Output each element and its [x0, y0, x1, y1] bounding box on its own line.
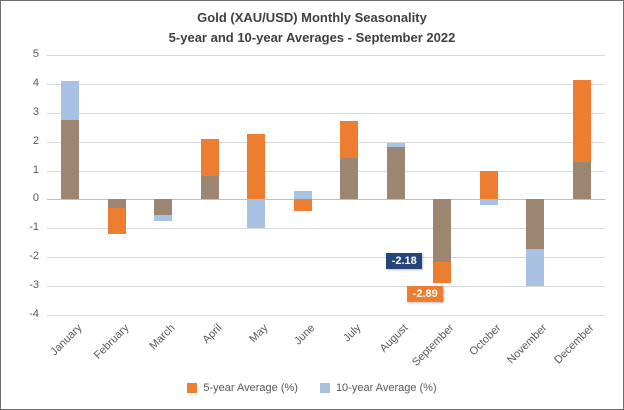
gridline [47, 141, 605, 143]
y-axis-tick-label: 4 [32, 76, 39, 89]
bar-february [107, 199, 126, 209]
y-axis-tick-label: 0 [32, 192, 39, 205]
bar-june [293, 199, 312, 211]
legend-label-5yr: 5-year Average (%) [203, 382, 298, 394]
bar-july [340, 157, 359, 200]
y-axis-tick-label: 3 [32, 105, 39, 118]
legend-item-5yr-average: 5-year Average (%) [187, 382, 298, 394]
bar-january [61, 81, 80, 120]
bar-november [526, 199, 545, 249]
bar-december [572, 161, 591, 200]
bar-april [200, 138, 219, 177]
bar-march [154, 215, 173, 222]
gridline [47, 315, 605, 316]
bar-august [386, 143, 405, 148]
bar-august [386, 147, 405, 200]
legend-item-10yr-average: 10-year Average (%) [319, 382, 437, 394]
gridline [47, 112, 605, 114]
bar-may [247, 134, 266, 200]
bar-september [433, 262, 452, 283]
chart-legend: 5-year Average (%) 10-year Average (%) [1, 382, 623, 394]
bar-june [293, 190, 312, 200]
y-axis-tick-label: -3 [29, 279, 39, 292]
gridline [47, 55, 605, 56]
bar-october [479, 199, 498, 206]
x-axis-line [47, 199, 605, 201]
bar-march [154, 199, 173, 216]
chart-title: Gold (XAU/USD) Monthly Seasonality [197, 10, 427, 25]
legend-swatch-5yr [187, 383, 198, 393]
bar-july [340, 121, 359, 158]
chart-title-block: Gold (XAU/USD) Monthly Seasonality 5-yea… [1, 8, 623, 47]
bar-december [572, 79, 591, 162]
bar-october [479, 170, 498, 200]
gridline [47, 170, 605, 172]
bar-september [433, 199, 452, 263]
gridline [47, 286, 605, 288]
y-axis-tick-label: 5 [32, 48, 39, 60]
data-label--2.18: -2.18 [386, 253, 423, 270]
bar-february [107, 208, 126, 235]
y-axis-tick-label: -4 [29, 308, 39, 320]
bar-november [526, 248, 545, 287]
gridline [47, 257, 605, 259]
y-axis-tick-label: -1 [29, 221, 39, 234]
data-label--2.89: -2.89 [407, 285, 444, 302]
bar-april [200, 176, 219, 200]
bar-may [247, 199, 266, 229]
bar-january [61, 120, 80, 200]
legend-label-10yr: 10-year Average (%) [335, 382, 437, 394]
chart-subtitle: 5-year and 10-year Averages - September … [168, 29, 456, 45]
legend-swatch-10yr [319, 383, 330, 393]
gridline [47, 83, 605, 85]
y-axis-tick-label: 2 [32, 134, 39, 147]
y-axis-tick-label: -2 [29, 250, 39, 263]
y-axis-tick-label: 1 [32, 163, 39, 176]
gridline [47, 228, 605, 230]
